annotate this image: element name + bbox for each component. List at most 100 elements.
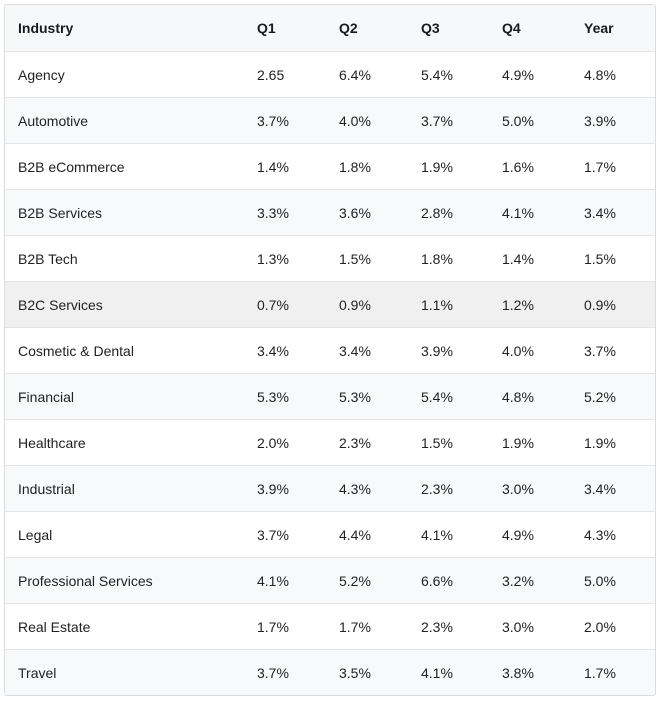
cell-q4: 1.4% [489,235,571,282]
cell-q3: 2.3% [408,465,489,512]
cell-year: 3.9% [571,97,655,144]
cell-q3: 1.1% [408,281,489,328]
table-row: Financial 5.3% 5.3% 5.4% 4.8% 5.2% [5,373,655,420]
cell-q1: 3.9% [244,465,326,512]
cell-q2: 0.9% [326,281,408,328]
table-header: Industry Q1 Q2 Q3 Q4 Year [5,5,655,52]
cell-q2: 5.2% [326,557,408,604]
column-header-industry: Industry [5,5,244,52]
cell-industry: B2B eCommerce [5,143,244,190]
cell-q1: 3.7% [244,649,326,695]
cell-industry: Automotive [5,97,244,144]
cell-industry: B2B Services [5,189,244,236]
cell-q3: 4.1% [408,649,489,695]
cell-industry: Financial [5,373,244,420]
cell-q2: 3.5% [326,649,408,695]
cell-q1: 1.7% [244,603,326,650]
cell-q3: 3.9% [408,327,489,374]
cell-q3: 6.6% [408,557,489,604]
table-row: B2B eCommerce 1.4% 1.8% 1.9% 1.6% 1.7% [5,143,655,190]
cell-q2: 6.4% [326,51,408,98]
table-row: Healthcare 2.0% 2.3% 1.5% 1.9% 1.9% [5,419,655,466]
cell-q1: 2.0% [244,419,326,466]
cell-industry: Travel [5,649,244,695]
cell-q3: 2.8% [408,189,489,236]
cell-q4: 3.2% [489,557,571,604]
table-row: Automotive 3.7% 4.0% 3.7% 5.0% 3.9% [5,97,655,144]
table-row: Professional Services 4.1% 5.2% 6.6% 3.2% 5.0… [5,557,655,604]
table-row: Real Estate 1.7% 1.7% 2.3% 3.0% 2.0% [5,603,655,650]
cell-industry: B2B Tech [5,235,244,282]
cell-q1: 3.4% [244,327,326,374]
cell-q4: 4.8% [489,373,571,420]
table-row: B2C Services 0.7% 0.9% 1.1% 1.2% 0.9% [5,281,655,328]
cell-industry: Industrial [5,465,244,512]
cell-q4: 3.0% [489,465,571,512]
cell-q1: 2.65 [244,51,326,98]
cell-q4: 4.1% [489,189,571,236]
cell-q4: 1.6% [489,143,571,190]
cell-industry: Healthcare [5,419,244,466]
cell-q2: 3.4% [326,327,408,374]
column-header-q2: Q2 [326,5,408,52]
table-row: Legal 3.7% 4.4% 4.1% 4.9% 4.3% [5,511,655,558]
cell-q4: 4.9% [489,51,571,98]
cell-year: 4.8% [571,51,655,98]
cell-q3: 1.5% [408,419,489,466]
cell-q2: 4.3% [326,465,408,512]
cell-q1: 3.7% [244,511,326,558]
cell-year: 5.0% [571,557,655,604]
cell-q3: 5.4% [408,51,489,98]
cell-q2: 4.4% [326,511,408,558]
industry-rates-table-container: Industry Q1 Q2 Q3 Q4 Year Agency 2.65 6.4%… [4,4,656,696]
cell-q4: 3.0% [489,603,571,650]
cell-year: 3.4% [571,465,655,512]
cell-year: 1.9% [571,419,655,466]
cell-year: 3.4% [571,189,655,236]
table-body: Agency 2.65 6.4% 5.4% 4.9% 4.8% Automotive 3.7%… [5,51,655,695]
cell-q3: 3.7% [408,97,489,144]
cell-year: 2.0% [571,603,655,650]
cell-q1: 0.7% [244,281,326,328]
industry-rates-table: Industry Q1 Q2 Q3 Q4 Year Agency 2.65 6.4%… [5,5,655,695]
cell-q1: 3.3% [244,189,326,236]
column-header-q1: Q1 [244,5,326,52]
cell-q3: 4.1% [408,511,489,558]
column-header-q4: Q4 [489,5,571,52]
table-row: Travel 3.7% 3.5% 4.1% 3.8% 1.7% [5,649,655,695]
cell-year: 0.9% [571,281,655,328]
cell-q3: 1.9% [408,143,489,190]
table-row: Cosmetic & Dental 3.4% 3.4% 3.9% 4.0% 3.7% [5,327,655,374]
cell-q4: 5.0% [489,97,571,144]
cell-q4: 1.2% [489,281,571,328]
cell-industry: B2C Services [5,281,244,328]
cell-q3: 2.3% [408,603,489,650]
cell-industry: Real Estate [5,603,244,650]
column-header-year: Year [571,5,655,52]
cell-q4: 4.9% [489,511,571,558]
cell-q3: 5.4% [408,373,489,420]
cell-q2: 4.0% [326,97,408,144]
cell-q1: 3.7% [244,97,326,144]
cell-q1: 1.3% [244,235,326,282]
cell-year: 1.7% [571,143,655,190]
cell-q2: 5.3% [326,373,408,420]
table-row: B2B Tech 1.3% 1.5% 1.8% 1.4% 1.5% [5,235,655,282]
cell-q2: 2.3% [326,419,408,466]
cell-q1: 1.4% [244,143,326,190]
cell-q2: 1.8% [326,143,408,190]
header-row: Industry Q1 Q2 Q3 Q4 Year [5,5,655,52]
table-row: Agency 2.65 6.4% 5.4% 4.9% 4.8% [5,51,655,98]
cell-q3: 1.8% [408,235,489,282]
cell-year: 1.7% [571,649,655,695]
cell-q2: 3.6% [326,189,408,236]
cell-industry: Cosmetic & Dental [5,327,244,374]
cell-year: 1.5% [571,235,655,282]
cell-q2: 1.7% [326,603,408,650]
cell-industry: Professional Services [5,557,244,604]
cell-year: 4.3% [571,511,655,558]
cell-q4: 4.0% [489,327,571,374]
cell-q4: 1.9% [489,419,571,466]
column-header-q3: Q3 [408,5,489,52]
cell-year: 5.2% [571,373,655,420]
